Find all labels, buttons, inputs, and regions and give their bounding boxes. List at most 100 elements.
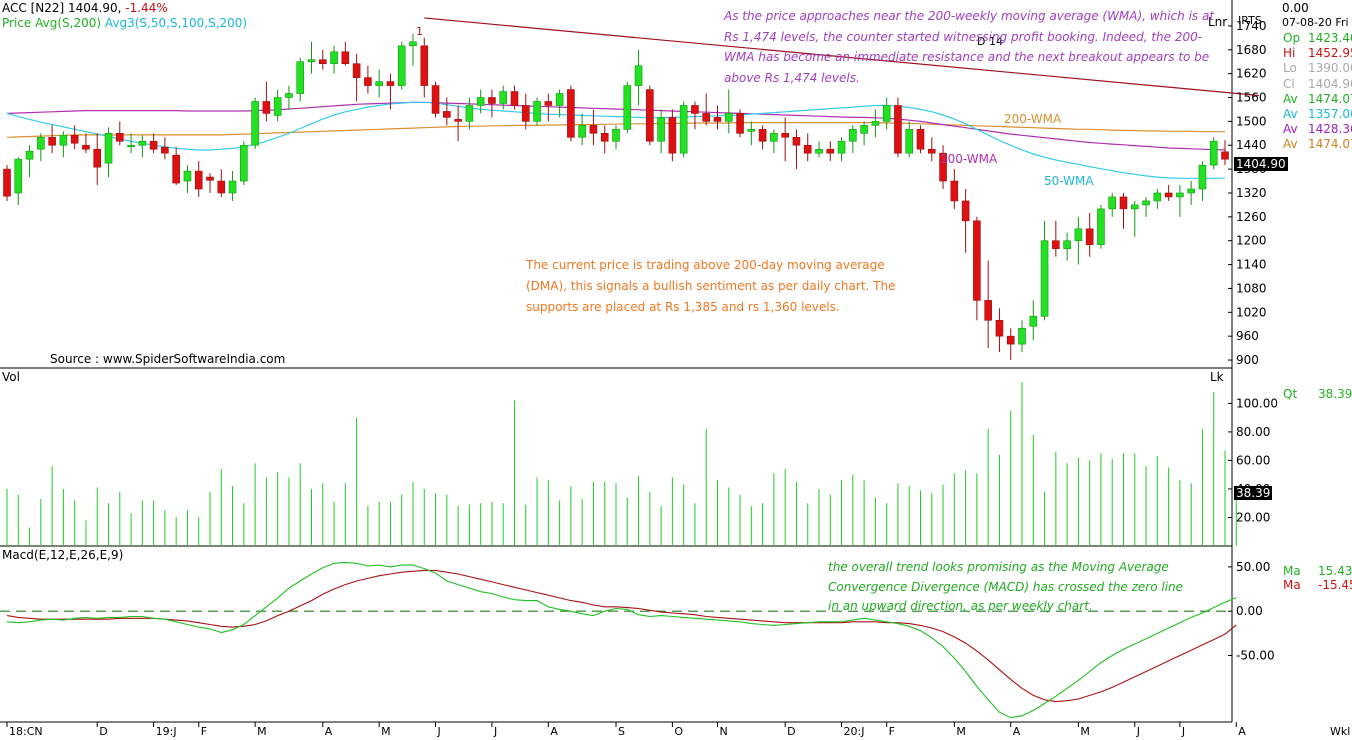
date-tick-label: M (381, 725, 391, 738)
candle-body (612, 129, 620, 142)
candle-body (59, 135, 68, 146)
candle-body (646, 89, 654, 142)
candle-body (950, 180, 959, 202)
price-tick-label: 1020 (1236, 305, 1267, 319)
percent-change: -1.44% (125, 1, 168, 15)
candle-body (1085, 228, 1094, 245)
candle-body (668, 117, 677, 154)
avg3-legend: Avg3(S,50,S,100,S,200) (104, 16, 248, 30)
info-row-label: Op (1283, 31, 1301, 45)
candle-body (296, 61, 305, 94)
last-price: 1404.90, (68, 1, 122, 15)
date-tick-label: A (325, 725, 333, 738)
candle-body (1063, 240, 1071, 249)
candle-body (70, 135, 79, 144)
top-value: 0.00 (1282, 1, 1309, 15)
candle-body (37, 136, 45, 150)
candle-body (183, 170, 192, 182)
candle-body (206, 176, 214, 181)
volume-bars-layer (6, 382, 1237, 546)
candle-body (521, 105, 530, 122)
price-tick-label: 1560 (1236, 91, 1267, 105)
candle-body (3, 168, 11, 197)
wma50-line (6, 101, 1226, 179)
macd-tick-label: -50.00 (1236, 649, 1275, 663)
moving-averages-layer (6, 101, 1226, 179)
qt-value: 38.39 (1318, 387, 1352, 401)
candle-body (679, 105, 688, 154)
date-tick-label: A (550, 725, 558, 738)
candle-body (14, 158, 23, 194)
candle-body (318, 59, 327, 64)
candle-body (973, 220, 981, 301)
info-row-label: Lo (1283, 61, 1297, 76)
qt-label: Qt (1283, 387, 1298, 401)
candle-body (104, 133, 113, 164)
date-tick-label: J (1136, 725, 1140, 738)
candle-body (228, 180, 237, 194)
resistance-trendline (424, 17, 1259, 97)
source-label: Source : www.SpiderSoftwareIndia.com (50, 352, 286, 366)
date-tick-label: O (674, 725, 683, 738)
volume-tick-label: 100.00 (1236, 396, 1278, 410)
price-tick-label: 1200 (1236, 234, 1267, 248)
info-row-value: 1428.36 (1308, 122, 1352, 137)
candle-body (1221, 151, 1229, 160)
candle-body (578, 125, 586, 138)
candle-body (161, 146, 169, 154)
candle-body (623, 85, 632, 130)
price-tick-label: 1620 (1236, 67, 1267, 81)
candle-body (589, 125, 598, 134)
candle-body (1074, 228, 1083, 242)
candle-body (420, 45, 429, 86)
macd-ma1-value: 15.43 (1318, 564, 1352, 578)
candle-body (25, 150, 34, 160)
macd-tick-label: 0.00 (1236, 604, 1263, 618)
candle-body (273, 97, 282, 116)
candle-body (894, 105, 902, 154)
candle-body (995, 319, 1004, 337)
candle-body (476, 97, 485, 106)
candle-body (443, 111, 451, 118)
wma200-line (6, 121, 1225, 138)
candle-body (555, 93, 564, 106)
candle-body (341, 51, 350, 64)
candle-body (251, 101, 259, 146)
macd-signal-line (6, 569, 1237, 703)
candle-body (1176, 192, 1184, 198)
symbol-header: ACC [N22] 1404.90, -1.44% (2, 1, 168, 15)
candle-body (138, 140, 147, 146)
date-tick-label: M (956, 725, 966, 738)
candle-body (905, 129, 914, 154)
avg-legend: Avg(S,200) (35, 16, 102, 30)
candle-body (82, 144, 90, 150)
date-tick-label: J (1181, 725, 1185, 738)
wma50-label: 50-WMA (1044, 174, 1094, 188)
candle-body (567, 89, 575, 138)
date-tick-label: 20:J (844, 725, 865, 738)
info-row-label: Cl (1283, 76, 1295, 91)
candle-body (691, 105, 699, 114)
date-label: 07-08-20 Fri (1282, 16, 1349, 29)
candles-layer (3, 33, 1229, 361)
indicator-legend: Price Avg(S,200) Avg3(S,50,S,100,S,200) (2, 16, 247, 30)
candle-body (1097, 208, 1105, 245)
price-tick-label: 960 (1236, 329, 1259, 343)
candle-body (1018, 327, 1026, 345)
macd-annotation: the overall trend looks promising as the… (828, 560, 1184, 613)
candle-body (1006, 335, 1015, 345)
candle-body (240, 144, 248, 182)
candle-body (770, 133, 778, 142)
candle-body (397, 45, 406, 86)
date-tick-label: A (1013, 725, 1021, 738)
macd-panel-label: Macd(E,12,E,26,E,9) (2, 548, 124, 562)
candle-body (781, 133, 789, 138)
date-tick-label: F (201, 725, 207, 738)
candle-body (1198, 164, 1207, 190)
candle-body (307, 59, 316, 63)
info-row-value: 1423.40 (1308, 31, 1352, 45)
macd-ma2-label: Ma (1283, 578, 1301, 592)
candle-body (1187, 188, 1195, 194)
candle-body (375, 81, 383, 86)
